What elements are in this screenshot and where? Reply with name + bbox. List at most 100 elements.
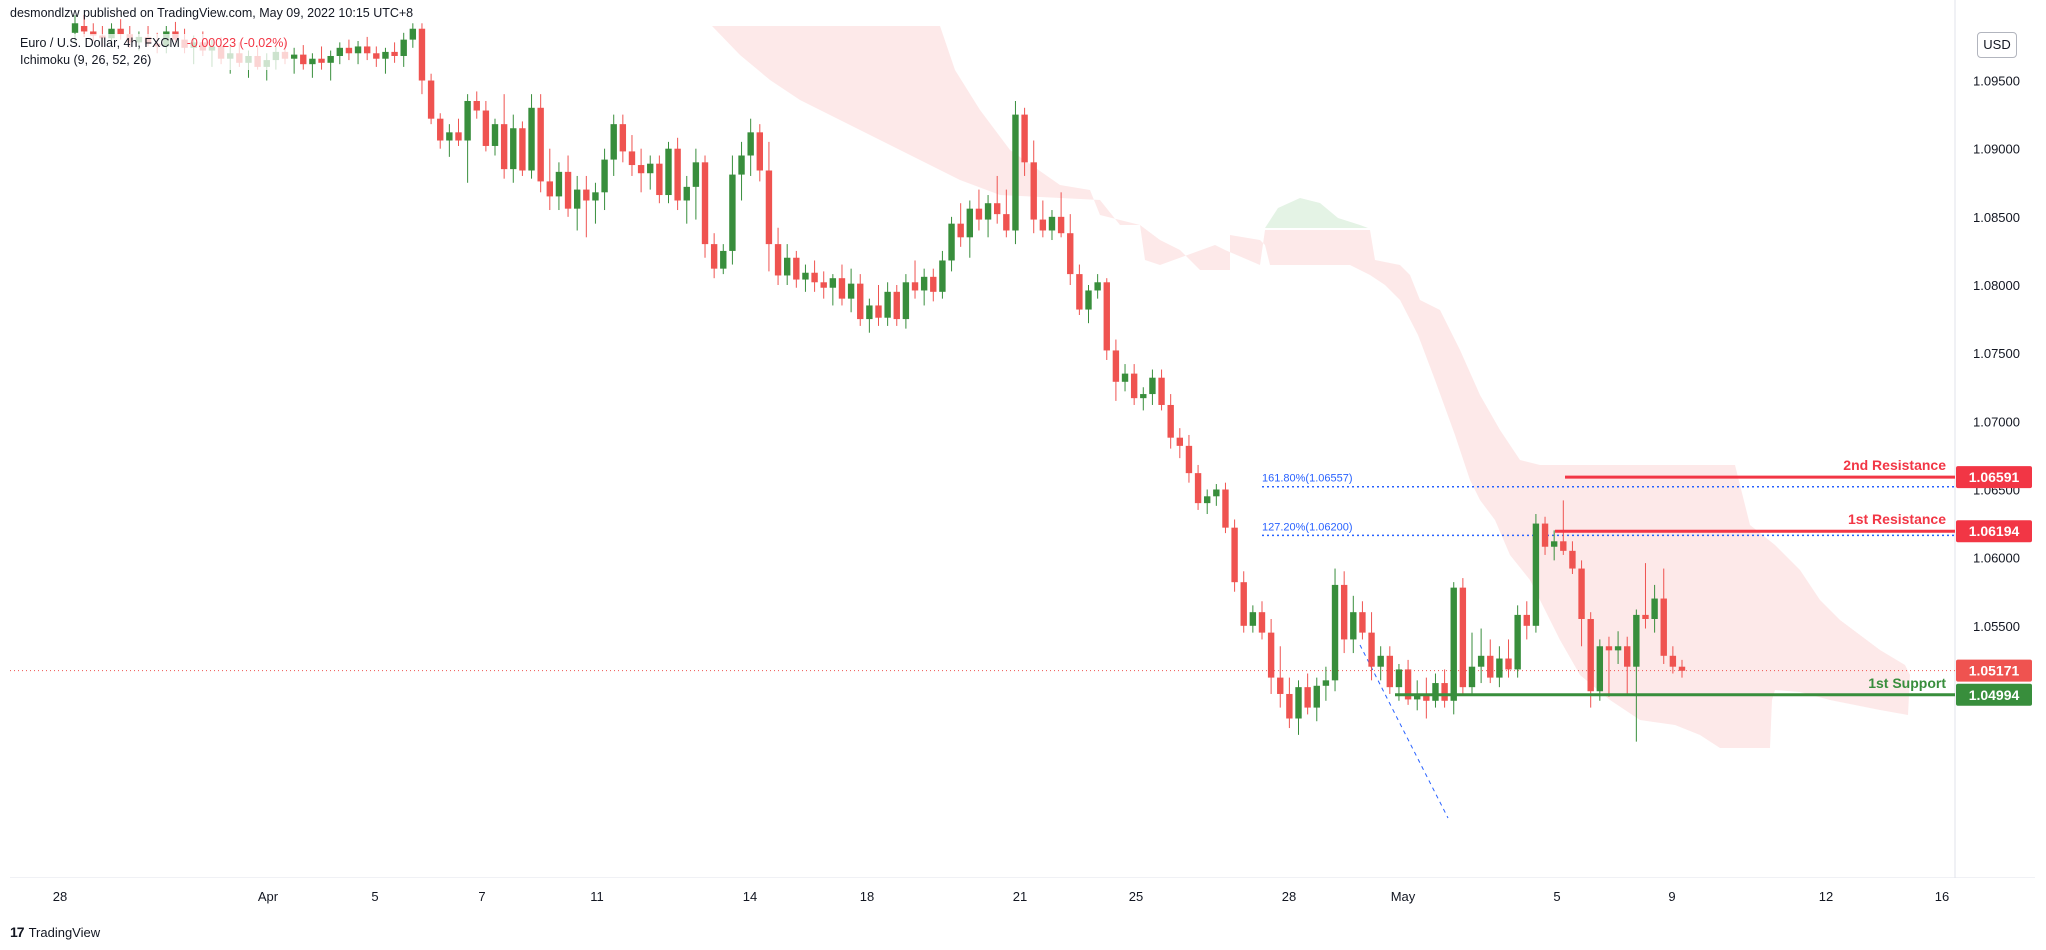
candle-body [683, 186, 690, 201]
candle-body [674, 148, 681, 201]
candle-body [1477, 655, 1485, 667]
candle-body [1048, 216, 1056, 231]
candle-body [866, 305, 873, 320]
candle-body [1569, 550, 1576, 569]
candle-body [564, 171, 572, 209]
candle-body [1286, 693, 1293, 719]
x-tick-label: 11 [590, 889, 604, 904]
candle-body [382, 51, 389, 59]
candle-body [528, 107, 535, 171]
candle-body [71, 23, 79, 33]
candle-body [1204, 496, 1211, 504]
candle-body [1030, 162, 1037, 220]
x-tick-label: 21 [1013, 889, 1027, 904]
candle-body [1468, 666, 1476, 688]
candle-body [1304, 687, 1311, 708]
x-tick-label: 14 [743, 889, 757, 904]
candle-body [1432, 683, 1439, 701]
candle-body [391, 51, 398, 56]
candle-body [665, 148, 672, 196]
candle-body [802, 272, 809, 280]
candle-body [1021, 114, 1028, 163]
candle-body [583, 189, 590, 201]
price-axis-tag-value: 1.05171 [1969, 663, 2020, 679]
candle-body [656, 163, 663, 196]
candle-body [1249, 612, 1257, 626]
candle-body [984, 203, 992, 220]
candle-body [1596, 646, 1604, 692]
candle-body [875, 305, 882, 318]
candle-body [619, 124, 627, 152]
candle-body [409, 28, 417, 40]
candle-body [1222, 489, 1229, 528]
candle-body [1149, 377, 1156, 395]
candle-body [774, 244, 782, 276]
x-tick-label: 18 [860, 889, 874, 904]
candle-body [1450, 587, 1457, 701]
y-tick-label: 1.06000 [1973, 551, 2020, 566]
candle-body [90, 31, 97, 36]
candle-body [1651, 598, 1658, 619]
level-label: 1st Resistance [1848, 511, 1946, 527]
candle-body [692, 162, 700, 187]
candle-body [464, 100, 471, 141]
candle-body [948, 223, 955, 261]
candle-body [939, 260, 946, 292]
ichimoku-cloud-bearish [712, 26, 1910, 748]
candle-body [820, 282, 827, 288]
candle-body [975, 208, 983, 220]
candle-body [811, 272, 818, 283]
currency-button[interactable]: USD [1977, 32, 2017, 58]
x-tick-label: May [1391, 889, 1416, 904]
candle-body [1642, 614, 1649, 619]
candle-body [1624, 646, 1631, 667]
candle-body [930, 276, 937, 292]
price-axis-tag-value: 1.04994 [1969, 687, 2020, 703]
x-tick-label: 9 [1668, 889, 1675, 904]
footer-brand[interactable]: 17 TradingView [10, 924, 100, 940]
price-change: -0.00023 (-0.02%) [186, 36, 288, 50]
candle-body [747, 132, 754, 156]
candle-body [418, 28, 426, 81]
candle-body [710, 244, 718, 269]
candle-body [1012, 114, 1019, 231]
symbol-name[interactable]: Euro / U.S. Dollar, 4h, FXCM [20, 36, 180, 50]
candle-body [765, 170, 773, 245]
candle-body [1313, 685, 1320, 708]
candle-body [829, 278, 837, 288]
candle-body [966, 208, 974, 238]
candle-body [1523, 614, 1530, 626]
candle-body [427, 80, 435, 119]
x-tick-label: 16 [1935, 889, 1949, 904]
level-label: 1st Support [1868, 675, 1946, 691]
price-axis-tag-value: 1.06591 [1969, 469, 2020, 485]
candle-body [701, 162, 709, 245]
candle-body [1240, 582, 1247, 626]
candle-body [783, 257, 791, 276]
candle-body [647, 163, 654, 174]
candle-body [1039, 219, 1047, 231]
candle-body [519, 128, 526, 171]
candle-body [1359, 612, 1366, 633]
candle-body [573, 189, 581, 209]
x-tick-label: 25 [1129, 889, 1143, 904]
candle-body [994, 203, 1001, 215]
candle-body [1660, 598, 1667, 656]
candle-body [1067, 233, 1074, 275]
price-axis-tag-value: 1.06194 [1969, 523, 2020, 539]
y-tick-label: 1.08500 [1973, 210, 2020, 225]
candle-body [400, 39, 407, 56]
fib-level-label: 127.20%(1.06200) [1262, 521, 1353, 533]
indicator-name[interactable]: Ichimoku (9, 26, 52, 26) [20, 53, 152, 67]
candle-body [1277, 677, 1284, 694]
candle-body [1258, 612, 1266, 633]
candle-body [117, 28, 124, 35]
candle-body [1103, 282, 1110, 351]
ichimoku-cloud-bullish [1265, 198, 1368, 228]
candle-body [1350, 612, 1357, 640]
candle-body [1340, 584, 1348, 640]
candle-body [1459, 587, 1467, 688]
price-axis-tag [1956, 659, 2032, 682]
candle-body [537, 107, 544, 182]
